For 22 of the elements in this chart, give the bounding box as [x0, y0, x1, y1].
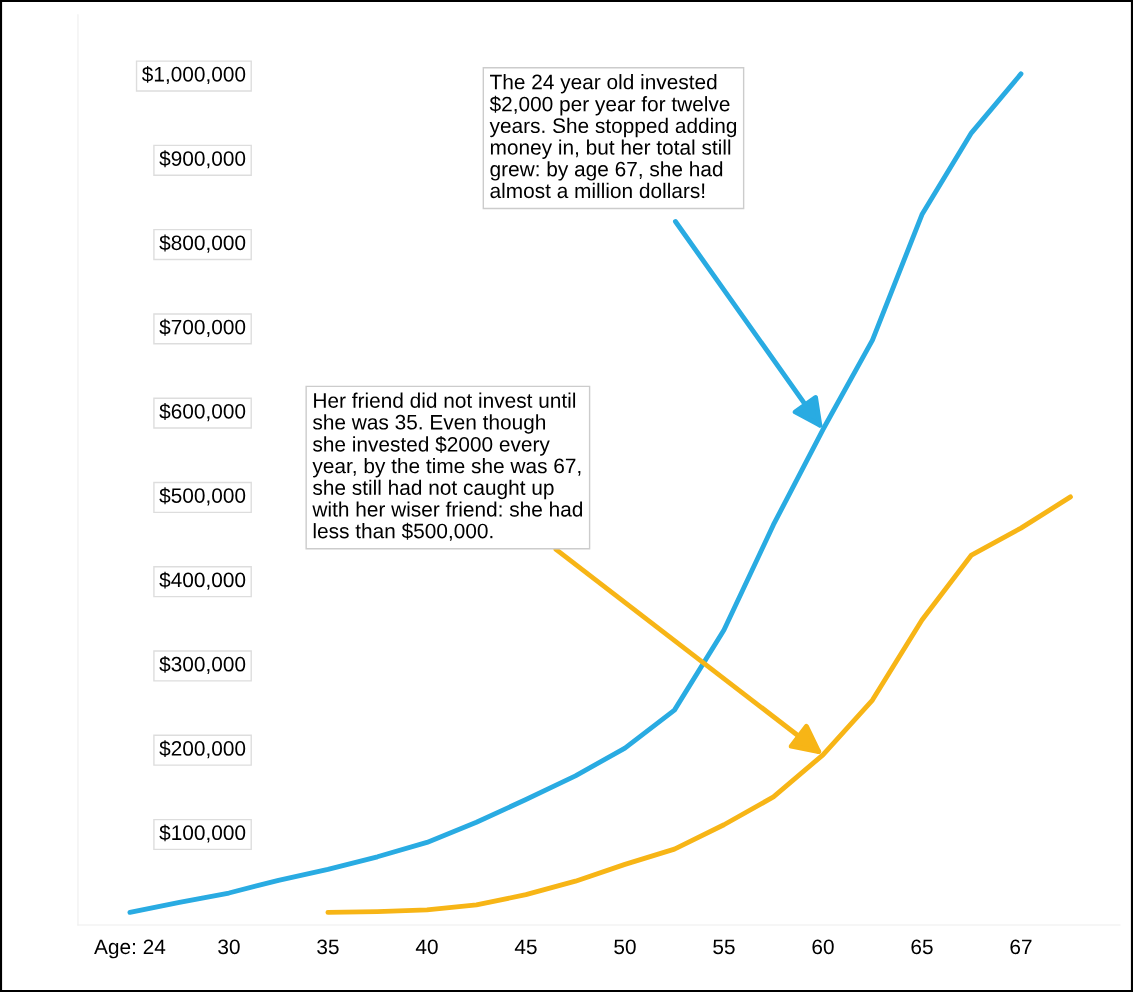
annotation: Her friend did not invest until she was 35. Even though she invested $2000 every year, by the time she was 67, she still had not caught up with her wiser friend: she had less than $500,000. — [312, 392, 583, 541]
y-tick-label: $600,000 — [159, 403, 246, 422]
x-tick-label: 35 — [317, 939, 339, 955]
y-tick-label: $900,000 — [159, 150, 246, 169]
x-tick-label: 45 — [514, 939, 537, 955]
x-tick-label: 50 — [614, 939, 636, 955]
y-tick-label: $800,000 — [159, 234, 246, 253]
x-tick-label: 30 — [218, 939, 240, 955]
y-tick-label: $100,000 — [159, 824, 246, 843]
x-tick-label: 67 — [1010, 939, 1032, 955]
x-tick-label: Age: 24 — [94, 939, 166, 959]
y-tick-label: $700,000 — [159, 318, 246, 337]
x-tick-label: 55 — [713, 939, 735, 955]
x-tick-label: 60 — [812, 939, 834, 955]
y-tick-label: $400,000 — [159, 571, 246, 590]
y-tick-label: $300,000 — [159, 655, 246, 675]
y-tick-label: $500,000 — [159, 487, 246, 506]
annotation: The 24 year old invested $2,000 per year for twelve years. She stopped adding money in, but her total still grew: by age 67, she had almost a million dollars! — [489, 74, 737, 199]
x-tick-label: 40 — [415, 939, 438, 955]
y-tick-label: $200,000 — [159, 740, 246, 759]
y-tick-label: $1,000,000 — [141, 66, 246, 85]
x-tick-label: 65 — [911, 939, 933, 955]
